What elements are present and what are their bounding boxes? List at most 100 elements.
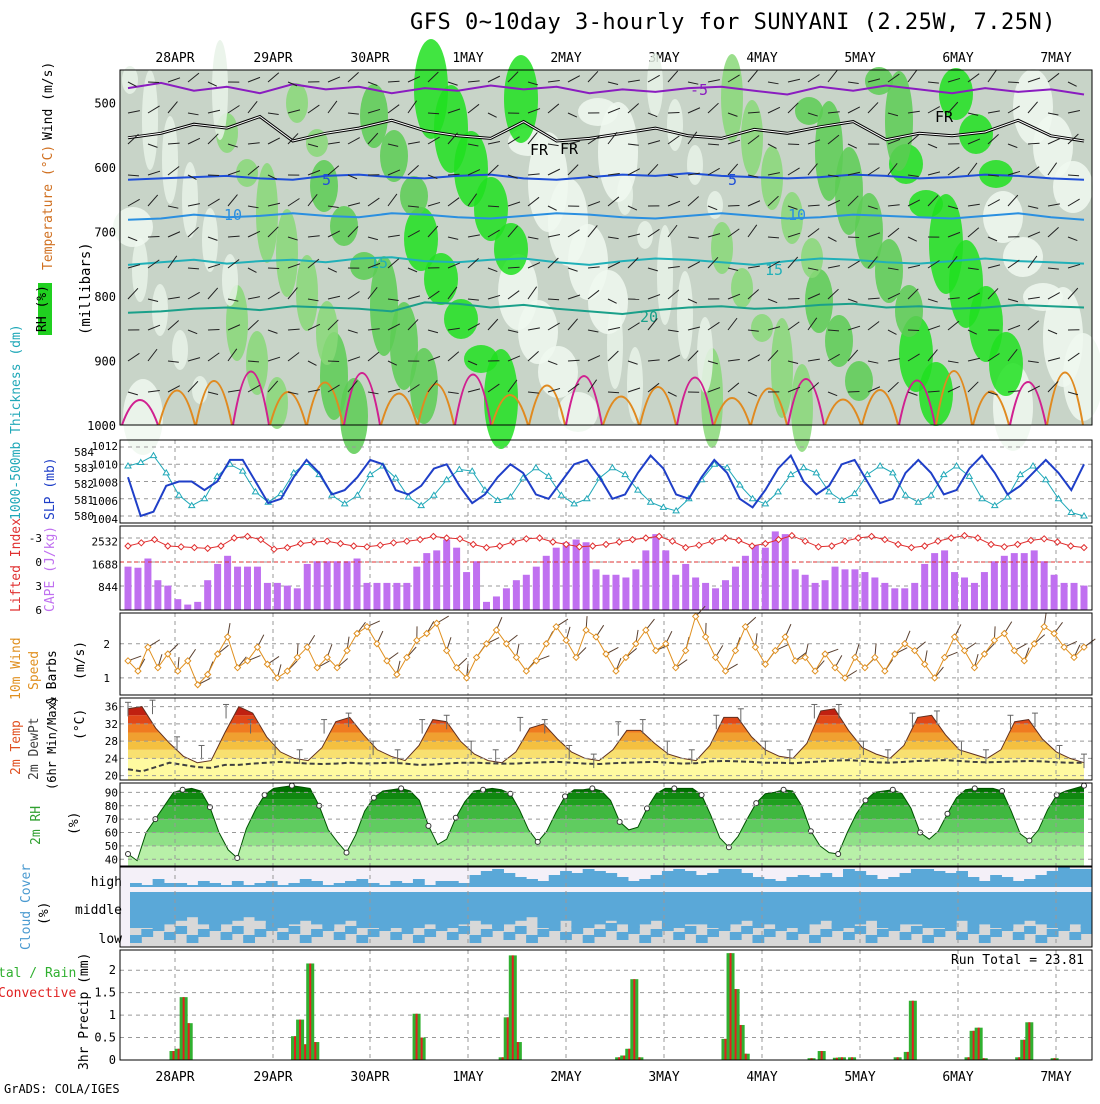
wind-speed-marker [344, 648, 350, 654]
high-cloud-cell [843, 869, 855, 887]
rh-marker [672, 786, 677, 791]
cape-bar [443, 540, 450, 610]
cape-bar [732, 567, 739, 610]
high-cloud-cell [628, 881, 640, 887]
bottom-date-label: 6MAY [942, 1070, 973, 1085]
low-cloud-cell [934, 929, 946, 937]
high-cloud-cell [345, 881, 357, 887]
cape-bar [921, 564, 928, 610]
wind-speed-marker [703, 634, 709, 640]
li-marker [284, 545, 290, 551]
rh-shade-patch [687, 145, 703, 185]
li-marker [590, 543, 596, 549]
low-cloud-cell [254, 929, 266, 937]
low-cloud-cell [141, 929, 153, 937]
rh-tick-label: 90 [105, 786, 118, 799]
middle-cloud-cell [594, 892, 606, 924]
pressure-tick-label: 600 [94, 161, 116, 175]
low-cloud-cell [243, 935, 255, 943]
cape-bar [603, 575, 610, 610]
rh-band [120, 799, 1092, 806]
low-cloud-cell [1001, 923, 1013, 931]
cape-bar [234, 567, 241, 610]
low-cloud-cell [334, 932, 346, 940]
li-marker [457, 536, 463, 542]
thickness-marker [342, 501, 348, 506]
slp-tick-label: 1006 [92, 495, 119, 508]
top-date-label: 1MAY [452, 51, 483, 66]
low-cloud-cell [277, 932, 289, 940]
bottom-date-label: 5MAY [844, 1070, 875, 1085]
rh-marker [945, 811, 950, 816]
li-marker [975, 535, 981, 541]
middle-cloud-cell [832, 892, 844, 928]
high-cloud-cell [1035, 875, 1047, 887]
high-cloud-cell [413, 879, 425, 887]
low-cloud-cell [481, 929, 493, 937]
middle-cloud-cell [424, 892, 436, 924]
thickness-marker [928, 492, 934, 497]
li-marker [829, 543, 835, 549]
cape-bar [125, 567, 132, 610]
high-cloud-cell [968, 877, 980, 887]
cape-bar [762, 548, 769, 610]
middle-cloud-cell [934, 892, 946, 928]
high-cloud-cell [990, 875, 1002, 887]
high-cloud-cell [583, 869, 595, 887]
li-marker [1001, 544, 1007, 550]
cape-bar [891, 588, 898, 610]
high-cloud-cell [571, 873, 583, 887]
li-marker [1054, 539, 1060, 545]
high-cloud-cell [368, 883, 380, 887]
cape-bar [1071, 583, 1078, 610]
middle-cloud-cell [1069, 892, 1081, 924]
rh-shade-patch [152, 284, 168, 336]
li-marker [1041, 536, 1047, 542]
precip-convective-bar [623, 1056, 625, 1060]
rh-shade-patch [741, 100, 763, 176]
cape-bar [403, 583, 410, 610]
wind-speed-marker [603, 651, 609, 657]
high-cloud-cell [447, 881, 459, 887]
low-cloud-cell [470, 935, 482, 943]
rh-shade-patch [1003, 237, 1043, 277]
cape-bar [1081, 586, 1088, 610]
low-cloud-cell [198, 929, 210, 937]
middle-cloud-cell [639, 892, 651, 924]
temp-band [120, 758, 1092, 780]
cape-bar [832, 567, 839, 610]
high-cloud-cell [1081, 869, 1093, 887]
rh-marker [399, 786, 404, 791]
middle-cloud-cell [786, 892, 798, 928]
thickness-marker [801, 465, 807, 470]
middle-cloud-cell [221, 892, 233, 924]
cape-bar [991, 561, 998, 610]
temperature-axis-label: Temperature (°C) [41, 145, 56, 270]
low-cloud-cell [345, 926, 357, 934]
thickness-marker [456, 466, 462, 471]
precip-tick-label: 0 [109, 1053, 116, 1067]
middle-cloud-cell [617, 892, 629, 924]
rh-shade-patch [113, 207, 153, 247]
cape-bar [851, 569, 858, 610]
high-cloud-cell [209, 883, 221, 887]
wind-axis-label: Wind (m/s) [41, 62, 56, 140]
precip-convective-bar [507, 1017, 509, 1060]
low-cloud-cell [639, 935, 651, 943]
cape-bar [662, 550, 669, 610]
high-cloud-cell [300, 879, 312, 887]
middle-cloud-cell [232, 892, 244, 921]
precip-convective-bar [178, 1049, 180, 1060]
rh-shade-patch [182, 162, 198, 238]
cape-bar [622, 577, 629, 610]
middle-cloud-cell [164, 892, 176, 924]
low-cloud-cell [266, 923, 278, 931]
low-row-label: low [99, 932, 123, 947]
low-cloud-cell [719, 923, 731, 931]
wind-speed-marker [1041, 624, 1047, 630]
cape-bar [652, 534, 659, 610]
precip-tick-label: 1 [109, 1008, 116, 1022]
middle-cloud-cell [277, 892, 289, 928]
low-cloud-cell [583, 935, 595, 943]
thickness-marker [176, 492, 182, 497]
